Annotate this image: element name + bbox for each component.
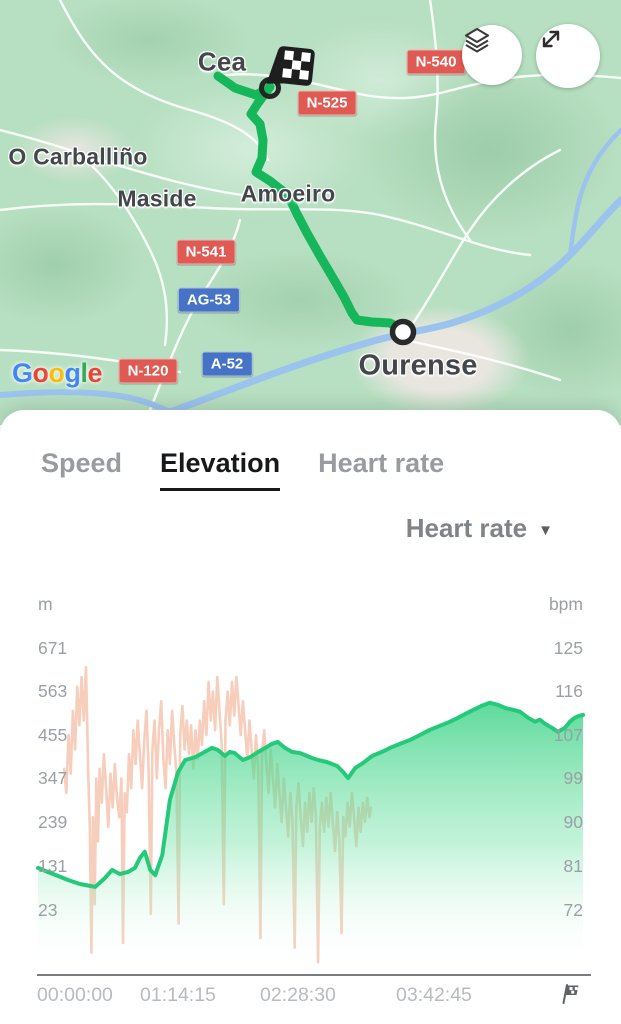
right-tick: 81 xyxy=(563,856,583,876)
left-tick: 23 xyxy=(38,900,58,920)
tab-elevation[interactable]: Elevation xyxy=(160,448,281,491)
left-tick: 347 xyxy=(38,768,68,788)
google-letter: G xyxy=(12,358,33,388)
google-letter: o xyxy=(32,358,50,388)
road-badge-n120: N-120 xyxy=(118,358,178,384)
right-tick: 99 xyxy=(563,768,583,788)
start-marker xyxy=(389,318,417,346)
road-badge-n541: N-541 xyxy=(176,239,236,265)
tab-heart-rate[interactable]: Heart rate xyxy=(318,448,445,478)
overlay-metric-label: Heart rate xyxy=(405,513,528,543)
x-tick: 03:42:45 xyxy=(396,984,472,1006)
map-expand-button[interactable] xyxy=(536,24,600,88)
expand-icon xyxy=(542,30,560,48)
road-badge-n525: N-525 xyxy=(297,90,357,116)
elevation-heart-rate-chart[interactable] xyxy=(0,580,621,980)
google-letter: o xyxy=(48,358,66,388)
chevron-down-icon: ▼ xyxy=(538,521,553,539)
right-axis-unit: bpm xyxy=(548,594,583,614)
elevation-line xyxy=(36,700,585,889)
road-badge-ag53: AG-53 xyxy=(177,287,241,313)
x-tick: 00:00:00 xyxy=(37,984,113,1006)
left-tick: 239 xyxy=(38,812,68,832)
x-tick: 01:14:15 xyxy=(140,984,216,1006)
map-rivers xyxy=(0,127,621,416)
road-badge-a52: A-52 xyxy=(201,351,253,377)
map-label-amoeiro: Amoeiro xyxy=(240,180,336,207)
layers-icon xyxy=(464,27,490,53)
left-tick: 563 xyxy=(38,681,68,701)
google-logo: Google xyxy=(12,358,103,389)
right-tick: 116 xyxy=(555,681,583,701)
left-axis-unit: m xyxy=(38,594,53,614)
finish-marker xyxy=(259,46,315,99)
right-tick: 90 xyxy=(563,812,583,832)
road-badge-n540: N-540 xyxy=(406,49,466,75)
google-letter: l xyxy=(80,358,89,388)
route-map[interactable]: Cea O Carballiño Maside Amoeiro Ourense … xyxy=(0,0,621,425)
left-tick: 455 xyxy=(38,725,68,745)
map-label-o-carballino: O Carballiño xyxy=(8,143,148,170)
left-tick: 131 xyxy=(38,856,68,876)
map-label-maside: Maside xyxy=(117,185,197,212)
left-tick: 671 xyxy=(38,638,68,658)
finish-flag-icon xyxy=(559,983,581,1010)
tab-speed[interactable]: Speed xyxy=(41,448,123,478)
map-label-cea: Cea xyxy=(197,46,247,77)
right-tick: 125 xyxy=(553,638,583,658)
overlay-metric-dropdown[interactable]: Heart rate ▼ xyxy=(406,513,553,544)
google-letter: e xyxy=(87,358,103,388)
elevation-area xyxy=(38,702,583,968)
right-tick: 72 xyxy=(563,900,583,920)
map-layers-button[interactable] xyxy=(462,25,522,85)
right-tick: 107 xyxy=(553,725,583,745)
x-tick: 02:28:30 xyxy=(260,984,336,1006)
chart-tabs: Speed Elevation Heart rate xyxy=(41,448,444,491)
google-letter: g xyxy=(64,358,82,388)
map-label-ourense: Ourense xyxy=(358,349,478,382)
